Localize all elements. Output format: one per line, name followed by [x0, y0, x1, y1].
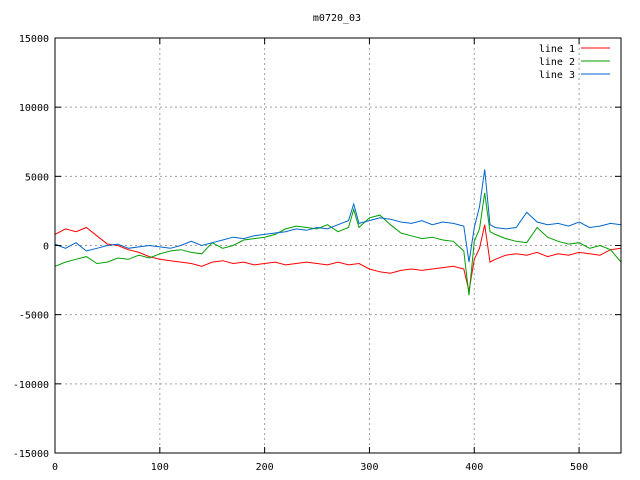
legend-label-2: line 2: [539, 57, 575, 68]
x-tick-label: 200: [256, 462, 274, 473]
series-2-line: [54, 192, 622, 296]
y-tick-label: 15000: [19, 34, 49, 45]
series-1-line: [54, 224, 622, 292]
x-tick-label: 0: [52, 462, 58, 473]
x-tick-label: 400: [465, 462, 483, 473]
x-tick-label: 500: [570, 462, 588, 473]
y-tick-label: -5000: [19, 311, 49, 322]
y-tick-label: 0: [43, 242, 49, 253]
y-tick-label: 10000: [19, 103, 49, 114]
legend-label-3: line 3: [539, 70, 575, 81]
legend: line 1 line 2 line 3: [539, 44, 610, 81]
x-tick-label: 100: [151, 462, 169, 473]
series-3-line: [54, 169, 622, 263]
legend-label-1: line 1: [539, 44, 575, 55]
y-tick-label: -10000: [13, 380, 49, 391]
axis-ticks: 0 100 200 300 400 500 -15000 -10000 -5000 0 5000 10…: [13, 34, 621, 473]
series-layer: [54, 169, 622, 296]
grid: [55, 38, 621, 453]
y-tick-label: -15000: [13, 449, 49, 460]
x-tick-label: 300: [360, 462, 378, 473]
y-tick-label: 5000: [25, 172, 49, 183]
chart-title: m0720_03: [313, 13, 361, 24]
